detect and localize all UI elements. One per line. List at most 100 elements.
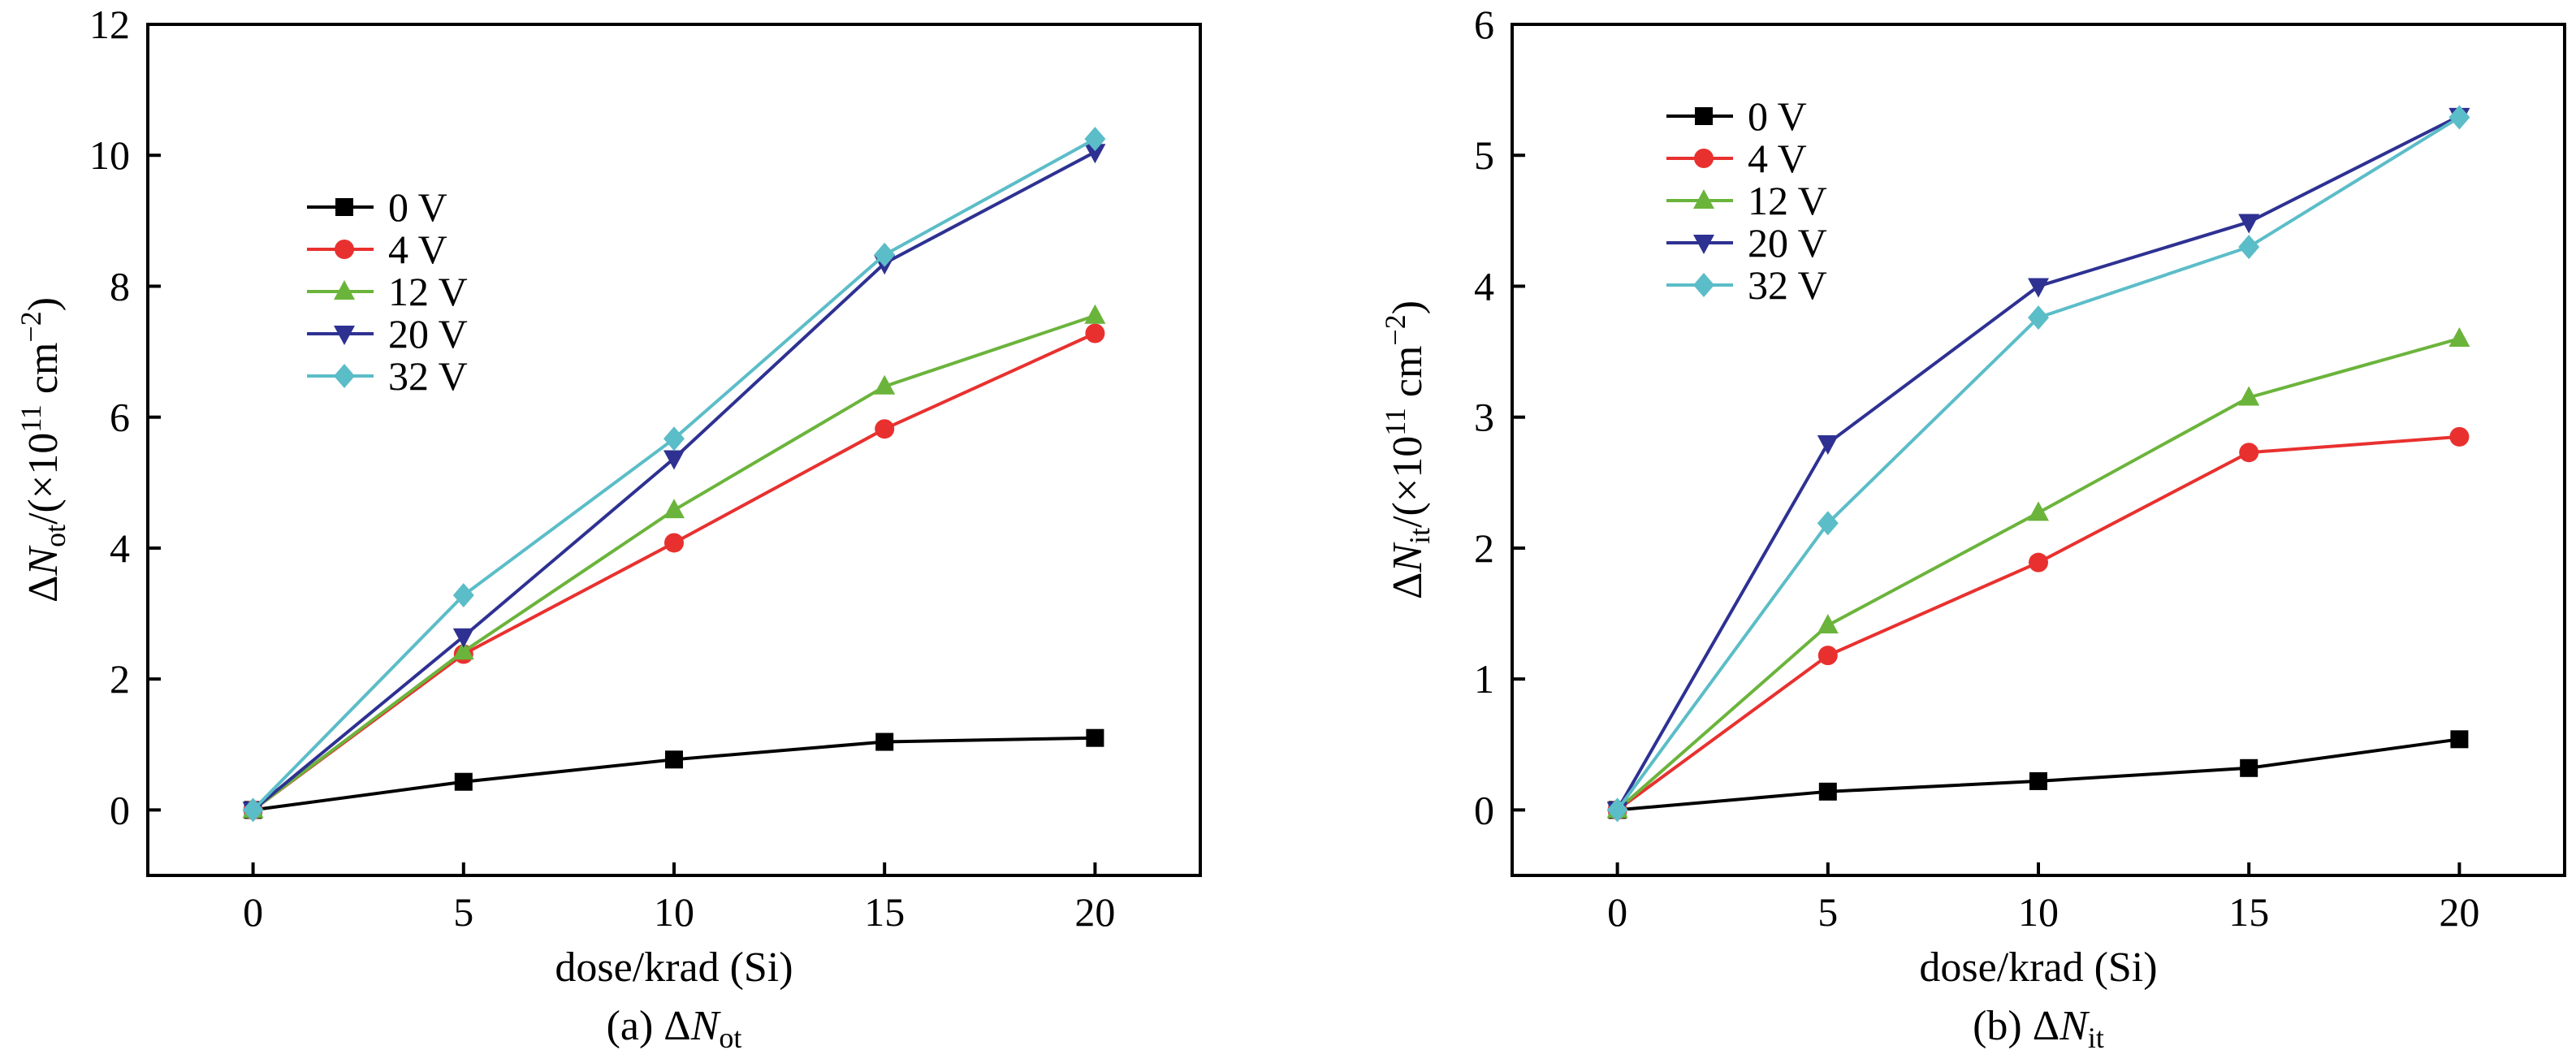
y-tick-label: 2 — [110, 656, 130, 702]
x-tick-label: 5 — [1817, 889, 1838, 935]
data-point — [2448, 105, 2470, 130]
series-20v — [1606, 107, 2470, 822]
x-tick-label: 0 — [1607, 889, 1627, 935]
legend-marker — [1693, 235, 1714, 254]
data-point — [1817, 646, 1838, 666]
y-tick-label: 0 — [1474, 787, 1494, 832]
data-point — [2238, 386, 2260, 406]
y-tick-label: 12 — [89, 2, 130, 47]
data-point — [2239, 443, 2259, 463]
series-line — [1615, 115, 2461, 811]
y-tick-label: 6 — [1474, 2, 1494, 47]
y-axis-label-text: /(×10 — [20, 433, 67, 525]
data-point — [1084, 127, 1106, 152]
y-tick-label: 2 — [1474, 525, 1494, 571]
data-point — [1817, 434, 1839, 455]
caption-var: N — [690, 1003, 722, 1049]
x-tick-label: 10 — [654, 889, 694, 935]
series-12v — [1606, 326, 2470, 819]
series-line — [1615, 115, 2461, 811]
data-point — [2238, 214, 2260, 234]
data-point — [1086, 728, 1104, 747]
series-line — [252, 150, 1096, 811]
y-axis-label: ΔNit/(×1011 cm−2) — [1379, 300, 1436, 599]
data-point — [663, 499, 685, 519]
data-point — [1084, 304, 1106, 324]
y-tick-label: 3 — [1474, 395, 1494, 440]
legend-label: 12 V — [1748, 178, 1827, 223]
series-32v — [1606, 105, 2470, 823]
series-line — [252, 331, 1096, 811]
y-tick-label: 6 — [110, 395, 130, 440]
figure-caption: (b) ΔNit — [1973, 1003, 2104, 1054]
data-point — [1084, 144, 1106, 164]
data-point — [454, 772, 473, 791]
data-point — [1817, 614, 1839, 634]
x-tick-label: 15 — [2228, 889, 2269, 935]
y-axis-label-text: /(×10 — [1385, 436, 1431, 528]
data-point — [875, 419, 895, 439]
y-tick-label: 8 — [110, 263, 130, 309]
y-axis-label-text: cm — [20, 343, 67, 405]
caption-var: N — [2059, 1003, 2090, 1049]
legend-label: 4 V — [388, 227, 447, 272]
data-point — [664, 533, 684, 553]
legend-marker — [1693, 189, 1714, 209]
series-line — [1616, 434, 2460, 811]
legend-marker — [1694, 149, 1714, 168]
caption-prefix: (a) Δ — [607, 1003, 691, 1049]
legend-label: 12 V — [388, 269, 468, 314]
y-axis-label-text: ) — [20, 297, 67, 311]
legend-label: 4 V — [1748, 136, 1807, 181]
x-axis-label: dose/krad (Si) — [555, 944, 793, 991]
legend-label: 32 V — [388, 353, 468, 399]
data-point — [2238, 235, 2260, 260]
data-point — [2029, 771, 2047, 790]
data-point — [1817, 511, 1839, 536]
caption-sub: ot — [719, 1022, 741, 1054]
y-tick-label: 4 — [110, 525, 130, 571]
data-point — [1818, 782, 1837, 801]
legend-marker — [335, 198, 353, 216]
data-point — [452, 640, 474, 660]
legend-marker — [334, 280, 355, 300]
data-point — [2028, 278, 2049, 298]
y-axis-label-sup: −2 — [1379, 314, 1411, 345]
caption-prefix: (b) Δ — [1973, 1003, 2060, 1049]
y-axis-label-sub: it — [1403, 528, 1436, 544]
data-point — [452, 628, 474, 648]
y-axis-label-delta: Δ — [1385, 573, 1431, 599]
series-4v — [1607, 426, 2470, 820]
y-axis-label-sub: ot — [39, 525, 71, 547]
data-point — [1606, 797, 1628, 823]
legend: 0 V4 V12 V20 V32 V — [1666, 93, 1827, 308]
y-axis-label: ΔNot/(×1011 cm−2) — [15, 297, 71, 603]
legend-label: 20 V — [1748, 220, 1827, 266]
y-axis-label-var: N — [20, 545, 67, 577]
y-axis-label-var: N — [1385, 542, 1431, 573]
data-point — [875, 732, 894, 751]
y-axis-label-sup: 11 — [1379, 408, 1411, 436]
legend: 0 V4 V12 V20 V32 V — [307, 184, 468, 399]
data-point — [2450, 730, 2469, 749]
legend-label: 32 V — [1748, 262, 1827, 308]
data-point — [242, 797, 264, 823]
legend-marker — [1693, 273, 1714, 297]
legend-label: 20 V — [388, 311, 468, 356]
x-tick-label: 15 — [864, 889, 905, 935]
caption-sub: it — [2088, 1022, 2104, 1054]
y-tick-label: 5 — [1474, 132, 1494, 178]
data-point — [874, 374, 896, 395]
data-point — [2029, 552, 2048, 573]
x-tick-label: 0 — [243, 889, 263, 935]
y-axis-label-sup: −2 — [15, 311, 47, 342]
x-tick-label: 10 — [2018, 889, 2059, 935]
y-axis-label-delta: Δ — [20, 576, 67, 603]
figure-caption: (a) ΔNot — [607, 1003, 742, 1054]
series-line — [252, 137, 1096, 811]
y-axis-label-text: ) — [1385, 300, 1431, 314]
series-0v — [1608, 730, 2469, 819]
